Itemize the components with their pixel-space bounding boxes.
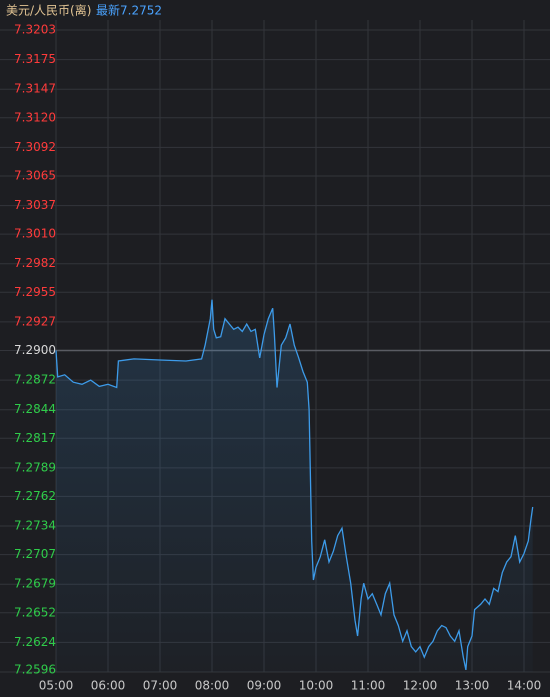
y-tick-label: 7.3147 xyxy=(14,82,56,96)
y-tick-label: 7.2817 xyxy=(14,431,56,445)
y-tick-label: 7.2844 xyxy=(14,402,56,416)
price-line xyxy=(55,299,534,671)
y-tick-label: 7.2652 xyxy=(14,605,56,619)
y-tick-label: 7.3010 xyxy=(14,227,56,241)
y-tick-label: 7.2624 xyxy=(14,635,56,649)
y-tick-label: 7.3203 xyxy=(14,23,56,37)
x-tick-label: 13:00 xyxy=(455,679,490,693)
y-tick-label: 7.2762 xyxy=(14,489,56,503)
y-tick-label: 7.3175 xyxy=(14,52,56,66)
latest-label: 最新 xyxy=(96,3,120,18)
chart-title: 美元/人民币(离) xyxy=(6,3,91,18)
x-tick-label: 05:00 xyxy=(39,679,74,693)
y-tick-label: 7.2734 xyxy=(14,519,56,533)
y-tick-label: 7.2982 xyxy=(14,256,56,270)
x-tick-label: 10:00 xyxy=(299,679,334,693)
y-tick-label: 7.2900 xyxy=(14,343,56,357)
y-tick-label: 7.2707 xyxy=(14,547,56,561)
y-tick-label: 7.2789 xyxy=(14,460,56,474)
line-area xyxy=(56,299,533,672)
y-tick-label: 7.3065 xyxy=(14,168,56,182)
y-tick-label: 7.3092 xyxy=(14,140,56,154)
x-tick-label: 09:00 xyxy=(247,679,282,693)
x-tick-label: 07:00 xyxy=(143,679,178,693)
y-tick-label: 7.2596 xyxy=(14,663,56,677)
y-tick-label: 7.2955 xyxy=(14,285,56,299)
y-tick-label: 7.3037 xyxy=(14,198,56,212)
x-tick-label: 11:00 xyxy=(351,679,386,693)
x-tick-label: 14:00 xyxy=(507,679,542,693)
y-tick-label: 7.2679 xyxy=(14,577,56,591)
x-tick-label: 12:00 xyxy=(403,679,438,693)
y-tick-label: 7.2927 xyxy=(14,314,56,328)
latest-value: 7.2752 xyxy=(120,4,162,18)
x-tick-label: 06:00 xyxy=(91,679,126,693)
y-tick-label: 7.3120 xyxy=(14,110,56,124)
x-tick-label: 08:00 xyxy=(195,679,230,693)
y-tick-label: 7.2872 xyxy=(14,373,56,387)
